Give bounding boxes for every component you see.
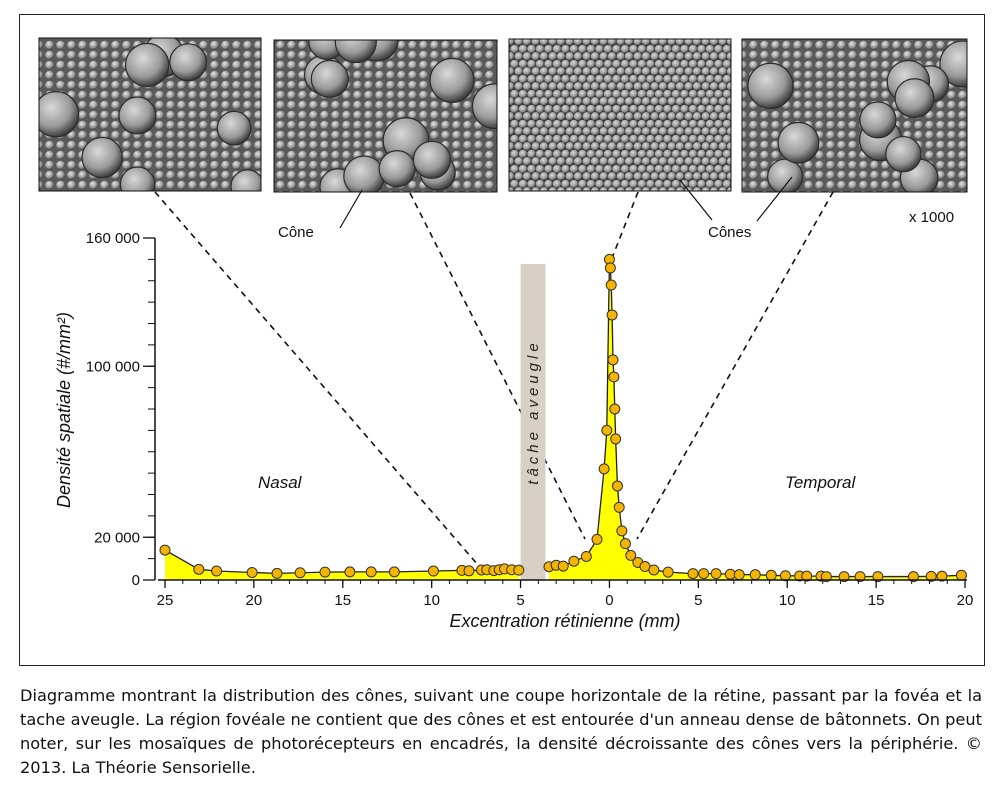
y-tick-label-1: 100 000 (86, 358, 140, 375)
data-point-temporal-32 (779, 570, 791, 582)
data-point-nasal-0 (159, 544, 171, 556)
x-tick-label-9: 20 (957, 592, 974, 609)
data-point-temporal-7 (601, 424, 613, 436)
data-point-temporal-36 (820, 571, 832, 583)
data-point-temporal-34 (801, 570, 813, 582)
data-point-temporal-18 (616, 525, 628, 537)
y-tick-label-3: 0 (132, 572, 140, 589)
x-tick-label-4: 5 (516, 592, 524, 609)
magnification-label: x 1000 (909, 209, 954, 226)
connector-4 (636, 191, 834, 540)
mosaic-inset-3 (508, 38, 732, 192)
density-area-temporal (549, 259, 962, 580)
svg-text:Cône: Cône (278, 224, 314, 241)
data-point-temporal-38 (854, 571, 866, 583)
annotation-cone: Cône (278, 189, 363, 241)
data-point-temporal-30 (749, 569, 761, 581)
inset-connectors (154, 191, 834, 566)
data-point-temporal-14 (609, 403, 621, 415)
data-point-temporal-41 (925, 570, 937, 582)
data-point-nasal-9 (388, 566, 400, 578)
mosaic-inset-4 (741, 38, 968, 193)
data-point-temporal-20 (625, 549, 637, 561)
data-point-nasal-8 (365, 566, 377, 578)
data-point-temporal-11 (606, 309, 618, 321)
data-point-temporal-37 (838, 571, 850, 583)
x-axis-ticks: 25 20 15 10 5 0 5 10 15 20 (157, 580, 974, 609)
x-tick-label-3: 10 (423, 592, 440, 609)
x-tick-label-7: 10 (779, 592, 796, 609)
data-point-temporal-39 (872, 571, 884, 583)
connector-2 (409, 192, 586, 540)
data-point-temporal-10 (605, 279, 617, 291)
x-axis-title: Excentration rétinienne (mm) (449, 611, 680, 631)
data-point-nasal-12 (463, 565, 475, 577)
connector-3 (611, 191, 639, 259)
figure-frame (19, 14, 985, 666)
x-tick-label-0: 25 (157, 592, 174, 609)
data-point-temporal-43 (955, 569, 967, 581)
data-point-temporal-2 (557, 560, 569, 572)
data-point-temporal-25 (687, 568, 699, 580)
data-point-temporal-29 (733, 569, 745, 581)
data-point-temporal-13 (608, 371, 620, 383)
data-point-temporal-42 (936, 570, 948, 582)
data-point-temporal-16 (611, 480, 623, 492)
data-point-temporal-5 (591, 533, 603, 545)
connector-1 (154, 191, 479, 566)
data-point-temporal-27 (710, 568, 722, 580)
data-point-temporal-19 (619, 538, 631, 550)
data-point-temporal-40 (907, 571, 919, 583)
data-point-nasal-4 (271, 567, 283, 579)
region-label-nasal: Nasal (258, 473, 303, 492)
svg-text:Cônes: Cônes (708, 224, 751, 241)
density-line (164, 259, 962, 578)
data-point-nasal-2 (211, 565, 223, 577)
density-markers (159, 253, 967, 583)
data-point-temporal-17 (613, 501, 625, 513)
data-point-temporal-12 (607, 354, 619, 366)
data-point-nasal-7 (344, 566, 356, 578)
data-point-temporal-26 (698, 568, 710, 580)
figure-caption: Diagramme montrant la distribution des c… (20, 686, 982, 777)
axes (154, 238, 967, 581)
data-point-temporal-6 (598, 463, 610, 475)
x-tick-label-1: 20 (246, 592, 263, 609)
data-point-temporal-4 (580, 550, 592, 562)
y-tick-label-0: 160 000 (86, 230, 140, 247)
x-tick-label-8: 15 (868, 592, 885, 609)
y-tick-label-2: 20 000 (94, 529, 140, 546)
y-axis-ticks: 160 000 100 000 20 000 0 (86, 230, 155, 589)
x-tick-label-5: 0 (605, 592, 613, 609)
data-point-temporal-9 (604, 262, 616, 274)
blind-spot-bar: tâche aveugle (520, 264, 546, 580)
data-point-temporal-15 (610, 433, 622, 445)
cone-density-chart: Cône Cônes x 1000 tâche aveugle 160 0001… (38, 37, 974, 631)
mosaic-inset-1 (38, 37, 262, 192)
x-tick-label-2: 15 (334, 592, 351, 609)
mosaic-inset-2 (273, 39, 498, 193)
data-point-nasal-19 (513, 564, 525, 576)
data-point-nasal-6 (319, 566, 331, 578)
data-point-temporal-31 (765, 569, 777, 581)
data-point-temporal-24 (662, 566, 674, 578)
blind-spot-label: tâche aveugle (525, 339, 542, 484)
data-point-temporal-23 (648, 564, 660, 576)
annotation-cones: Cônes (679, 176, 793, 241)
density-area (165, 259, 962, 580)
data-point-temporal-3 (568, 555, 580, 567)
data-point-nasal-10 (427, 565, 439, 577)
data-point-nasal-5 (294, 567, 306, 579)
region-label-temporal: Temporal (785, 473, 856, 492)
x-tick-label-6: 5 (694, 592, 702, 609)
data-point-nasal-3 (246, 567, 258, 579)
data-point-nasal-1 (193, 563, 205, 575)
y-axis-title: Densité spatiale (#/mm²) (54, 312, 74, 508)
